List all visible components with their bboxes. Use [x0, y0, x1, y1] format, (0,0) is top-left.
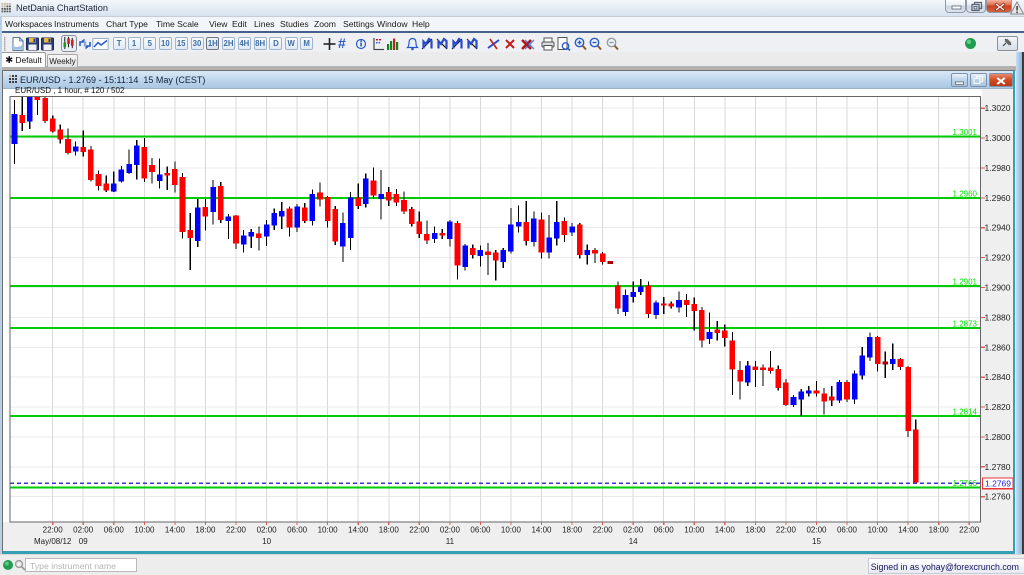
svg-text:1.2900: 1.2900 — [985, 283, 1011, 293]
svg-text:14:00: 14:00 — [531, 526, 552, 535]
svg-text:14:00: 14:00 — [348, 526, 369, 535]
svg-text:18:00: 18:00 — [929, 526, 950, 535]
svg-text:18:00: 18:00 — [195, 526, 216, 535]
svg-text:1.2880: 1.2880 — [985, 312, 1011, 322]
svg-text:14:00: 14:00 — [715, 526, 736, 535]
svg-text:02:00: 02:00 — [623, 526, 644, 535]
svg-text:06:00: 06:00 — [470, 526, 491, 535]
svg-text:May/08/12: May/08/12 — [34, 537, 72, 546]
svg-text:18:00: 18:00 — [379, 526, 400, 535]
svg-text:1.2920: 1.2920 — [985, 253, 1011, 263]
svg-text:02:00: 02:00 — [257, 526, 278, 535]
svg-text:02:00: 02:00 — [73, 526, 94, 535]
svg-text:14: 14 — [629, 537, 638, 546]
svg-text:09: 09 — [79, 537, 88, 546]
svg-text:10:00: 10:00 — [134, 526, 155, 535]
svg-text:06:00: 06:00 — [654, 526, 675, 535]
svg-text:06:00: 06:00 — [837, 526, 858, 535]
svg-text:11: 11 — [446, 537, 455, 546]
svg-text:10:00: 10:00 — [684, 526, 705, 535]
svg-text:1.2901: 1.2901 — [953, 278, 978, 287]
svg-text:1.2800: 1.2800 — [985, 432, 1011, 442]
svg-text:22:00: 22:00 — [226, 526, 247, 535]
svg-text:1.2760: 1.2760 — [985, 492, 1011, 502]
svg-text:10: 10 — [262, 537, 271, 546]
svg-text:1.2873: 1.2873 — [953, 319, 978, 328]
svg-text:1.2780: 1.2780 — [985, 462, 1011, 472]
svg-text:1.2814: 1.2814 — [953, 408, 978, 417]
svg-text:15: 15 — [812, 537, 821, 546]
svg-text:02:00: 02:00 — [806, 526, 827, 535]
svg-text:1.2960: 1.2960 — [985, 193, 1011, 203]
svg-text:06:00: 06:00 — [287, 526, 308, 535]
svg-text:06:00: 06:00 — [104, 526, 125, 535]
svg-text:14:00: 14:00 — [165, 526, 186, 535]
svg-text:1.3001: 1.3001 — [953, 128, 978, 137]
svg-text:14:00: 14:00 — [898, 526, 919, 535]
svg-text:10:00: 10:00 — [318, 526, 339, 535]
svg-text:10:00: 10:00 — [501, 526, 522, 535]
svg-text:18:00: 18:00 — [562, 526, 583, 535]
svg-text:1.2840: 1.2840 — [985, 372, 1011, 382]
svg-text:1.3000: 1.3000 — [985, 133, 1011, 143]
svg-text:22:00: 22:00 — [593, 526, 614, 535]
svg-text:02:00: 02:00 — [440, 526, 461, 535]
svg-text:22:00: 22:00 — [409, 526, 430, 535]
svg-text:22:00: 22:00 — [776, 526, 797, 535]
svg-text:1.2820: 1.2820 — [985, 402, 1011, 412]
svg-text:1.2980: 1.2980 — [985, 163, 1011, 173]
svg-text:22:00: 22:00 — [959, 526, 980, 535]
svg-text:10:00: 10:00 — [868, 526, 889, 535]
svg-text:1.2769: 1.2769 — [985, 479, 1011, 489]
svg-text:18:00: 18:00 — [745, 526, 766, 535]
svg-text:22:00: 22:00 — [43, 526, 64, 535]
svg-text:1.2960: 1.2960 — [953, 189, 978, 198]
svg-text:1.3020: 1.3020 — [985, 103, 1011, 113]
svg-text:1.2940: 1.2940 — [985, 223, 1011, 233]
svg-text:1.2860: 1.2860 — [985, 342, 1011, 352]
